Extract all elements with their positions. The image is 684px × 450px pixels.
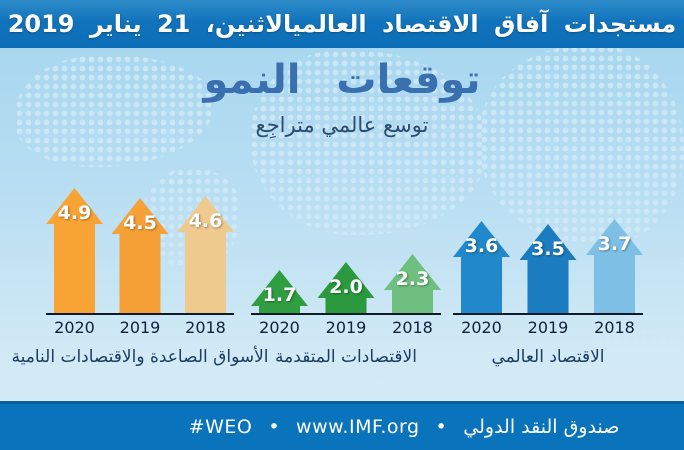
- arrow-emerging-2020: 4.9: [46, 188, 103, 313]
- value-label: 4.9: [57, 202, 92, 224]
- value-label: 3.6: [464, 235, 499, 257]
- group-label-emerging: الأسواق الصاعدة والاقتصادات النامية: [11, 347, 269, 367]
- arrow-row: 1.7 2.0 2.3: [251, 187, 441, 313]
- footer-row: #WEO • www.IMF.org • صندوق النقد الدولي: [189, 416, 620, 438]
- bullet-separator-icon: •: [435, 416, 448, 438]
- value-label: 1.7: [262, 284, 297, 306]
- header-bar: مستجدات آفاق الاقتصاد العالميالاثنين، 21…: [0, 0, 684, 48]
- world-map-pattern: [480, 45, 684, 245]
- year-label: 2019: [527, 318, 569, 337]
- chart-group-advanced: 1.7 2.0 2.3 2020 2019 2018 الاقتصادات ال…: [251, 187, 441, 369]
- value-label: 2.3: [395, 268, 430, 290]
- world-map-pattern: [595, 328, 677, 370]
- value-label: 2.0: [329, 276, 363, 298]
- arrow-row: 4.9 4.5 4.6: [46, 187, 234, 313]
- chart-group-world: 3.6 3.5 3.7 2020 2019 2018 الاقتصاد العا…: [453, 187, 643, 369]
- arrow-advanced-2018: 2.3: [384, 254, 441, 313]
- page-subtitle: توسع عالمي متراجِع: [255, 113, 429, 137]
- arrow-emerging-2019: 4.5: [111, 198, 169, 313]
- group-label-world: الاقتصاد العالمي: [491, 347, 605, 367]
- world-map-pattern: [250, 50, 485, 235]
- year-row: 2020 2019 2018: [251, 318, 441, 337]
- bullet-separator-icon: •: [268, 416, 281, 438]
- value-label: 4.6: [188, 210, 223, 232]
- year-label: 2018: [185, 318, 226, 337]
- arrow-world-2019: 3.5: [519, 224, 577, 313]
- year-label: 2019: [325, 318, 367, 337]
- year-label: 2019: [119, 318, 161, 337]
- axis-baseline: [453, 313, 643, 315]
- arrow-row: 3.6 3.5 3.7: [453, 187, 643, 313]
- group-label-advanced: الاقتصادات المتقدمة: [275, 347, 417, 367]
- arrow-world-2020: 3.6: [453, 221, 510, 313]
- year-row: 2020 2019 2018: [46, 318, 234, 337]
- value-label: 3.7: [597, 233, 632, 255]
- hero-section: توقعات النمو توسع عالمي متراجِع: [0, 58, 684, 137]
- axis-baseline: [46, 313, 234, 315]
- weo-hashtag: #WEO: [188, 416, 253, 438]
- arrow-advanced-2019: 2.0: [317, 262, 375, 313]
- value-label: 3.5: [531, 238, 565, 260]
- page-title: توقعات النمو: [203, 57, 481, 103]
- year-row: 2020 2019 2018: [453, 318, 643, 337]
- axis-baseline: [251, 313, 441, 315]
- header-title: مستجدات آفاق الاقتصاد العالميالاثنين، 21…: [7, 10, 677, 38]
- arrow-emerging-2018: 4.6: [177, 196, 234, 313]
- imf-org-name: صندوق النقد الدولي: [463, 416, 620, 438]
- year-label: 2020: [259, 318, 300, 337]
- year-label: 2020: [461, 318, 502, 337]
- year-label: 2018: [594, 318, 635, 337]
- footer-bar: #WEO • www.IMF.org • صندوق النقد الدولي: [0, 401, 684, 450]
- imf-url: www.IMF.org: [296, 416, 420, 438]
- chart-group-emerging: 4.9 4.5 4.6 2020 2019 2018 الأسواق الصاع…: [11, 187, 269, 369]
- arrow-advanced-2020: 1.7: [251, 270, 308, 313]
- value-label: 4.5: [123, 212, 157, 234]
- arrow-world-2018: 3.7: [586, 219, 643, 313]
- year-label: 2018: [392, 318, 433, 337]
- year-label: 2020: [54, 318, 95, 337]
